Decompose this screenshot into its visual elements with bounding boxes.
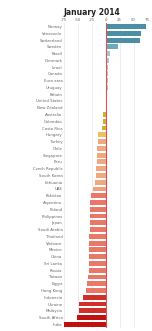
Bar [89,254,106,259]
Bar [91,193,106,198]
Bar [106,71,108,76]
Bar [106,58,109,63]
Bar [98,132,106,137]
Bar [64,322,106,327]
Bar [95,180,106,185]
Bar [90,200,106,205]
Bar [106,51,110,56]
Bar [90,234,106,239]
Bar [96,173,106,178]
Bar [90,227,106,232]
Bar [77,315,106,320]
Bar [89,261,106,266]
Bar [106,38,140,42]
Bar [87,281,106,286]
Bar [83,295,106,300]
Bar [93,187,106,191]
Bar [98,139,106,144]
Bar [106,24,146,29]
Bar [106,78,108,83]
Bar [97,160,106,164]
Text: January 2014: January 2014 [64,8,121,17]
Bar [106,44,118,49]
Bar [97,146,106,151]
Bar [97,153,106,158]
Bar [88,274,106,279]
Bar [89,268,106,273]
Bar [86,288,106,293]
Bar [90,248,106,252]
Bar [103,112,106,117]
Bar [106,85,108,90]
Bar [90,241,106,246]
Bar [103,119,106,124]
Bar [106,65,108,70]
Bar [96,166,106,171]
Bar [79,308,106,313]
Bar [90,213,106,218]
Bar [79,302,106,307]
Bar [106,31,141,36]
Bar [90,220,106,225]
Bar [90,207,106,212]
Bar [102,126,106,130]
